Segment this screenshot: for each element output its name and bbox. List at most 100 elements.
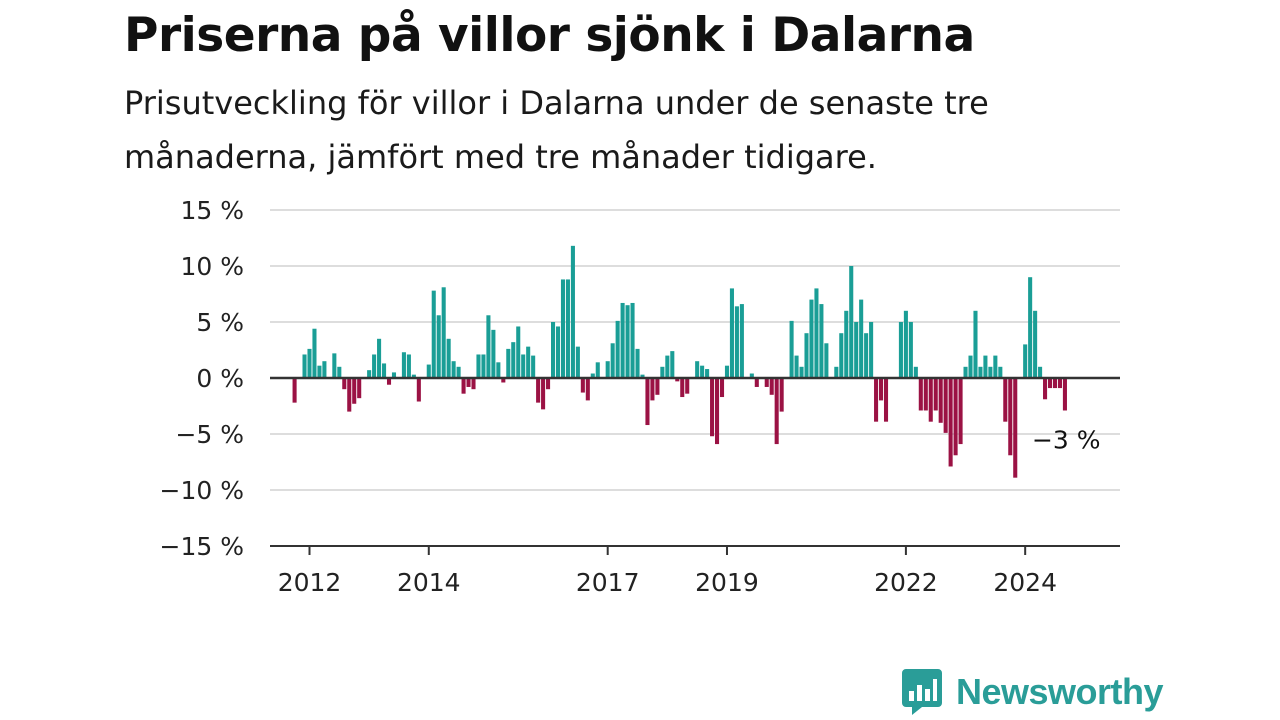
bar [1003,378,1008,422]
bar [1057,378,1062,389]
bar [451,361,456,378]
brand-name: Newsworthy [956,671,1164,712]
annotations: −3 % [1032,425,1101,454]
x-tick-label: 2024 [993,568,1057,597]
chart-subtitle: Prisutveckling för villor i Dalarna unde… [124,84,989,176]
bar [436,315,441,378]
bar [998,366,1003,378]
bar [491,329,496,378]
bar [312,328,317,378]
bar [943,378,948,433]
bar [292,378,297,403]
bar [476,354,481,378]
y-tick-label: −10 % [160,476,244,505]
x-tick-label: 2012 [278,568,342,597]
gridlines [270,209,1120,491]
bar [660,366,665,378]
bars [292,245,1067,478]
bar [779,378,784,412]
bar [382,363,387,378]
bar [809,299,814,378]
bar [898,322,903,378]
bar [928,378,933,422]
bar [481,354,486,378]
bar [953,378,958,456]
bar [938,378,943,423]
bar [521,354,526,378]
y-tick-label: −5 % [175,420,244,449]
bar [1028,277,1033,378]
bar [1062,378,1067,411]
bar [869,322,874,378]
bar [456,366,461,378]
bar [570,245,575,378]
bar [332,353,337,378]
bar [496,362,501,378]
bar [585,378,590,401]
bar [372,354,377,378]
bar [933,378,938,411]
bar [560,279,566,378]
bar [918,378,923,411]
bar [764,378,769,387]
bar [645,378,650,426]
bar [670,351,675,378]
bar [724,365,730,378]
bar [819,304,824,378]
bar [595,362,600,378]
bar [700,365,705,378]
bar [471,378,476,390]
x-tick-label: 2014 [397,568,461,597]
bar [357,378,362,399]
bar [799,366,804,378]
bar [640,374,645,378]
bar [983,355,988,378]
bar [431,290,436,378]
bar [536,378,541,403]
bar [719,378,725,398]
bar [352,378,357,404]
bar [590,373,595,378]
bar [322,361,327,378]
bar [302,354,307,378]
bar [317,365,322,378]
bar [1013,378,1018,478]
bar [903,310,908,378]
chart-title: Priserna på villor sjönk i Dalarna [124,8,975,63]
bar [710,378,715,437]
bar [769,378,774,395]
x-tick-label: 2022 [874,568,938,597]
bar [734,306,739,378]
bar [749,373,754,378]
bar [1052,378,1058,389]
bar [466,378,471,387]
bar [486,315,491,378]
bar [580,378,585,393]
bar [804,333,809,378]
bar [506,348,511,378]
x-tick-label: 2019 [695,568,759,597]
bar [441,287,446,378]
bar [411,374,416,378]
bar [1038,366,1043,378]
bar [978,366,983,378]
bar [948,378,953,467]
bar [625,305,630,378]
bar [739,304,744,378]
bar [839,333,844,378]
bar [575,346,580,378]
bar [968,355,973,378]
bar [754,378,759,387]
bar [1033,310,1038,378]
bar [680,378,685,398]
bar [342,378,347,390]
y-tick-label: 0 % [196,364,244,393]
y-tick-label: −15 % [160,532,244,561]
bar [546,378,551,390]
bar [789,320,794,378]
bar [715,378,720,445]
x-axis: 2012 2014 2017 2019 2022 2024 [270,545,1120,597]
bar [307,348,312,378]
x-tick-label: 2017 [576,568,640,597]
bar [844,310,849,378]
